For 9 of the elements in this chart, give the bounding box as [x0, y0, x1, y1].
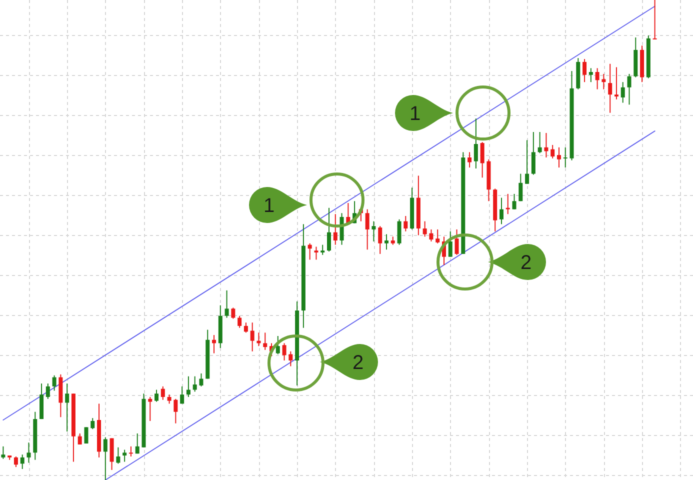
annotation: 2 [520, 252, 532, 274]
candlestick [128, 446, 133, 456]
candlestick [614, 67, 618, 100]
annotation: 1 [409, 103, 421, 125]
annotation: 1 [263, 195, 275, 217]
candlestick [506, 194, 510, 214]
annotation: 2 [352, 352, 364, 374]
candlestick [563, 147, 568, 168]
candlestick [652, 0, 657, 40]
